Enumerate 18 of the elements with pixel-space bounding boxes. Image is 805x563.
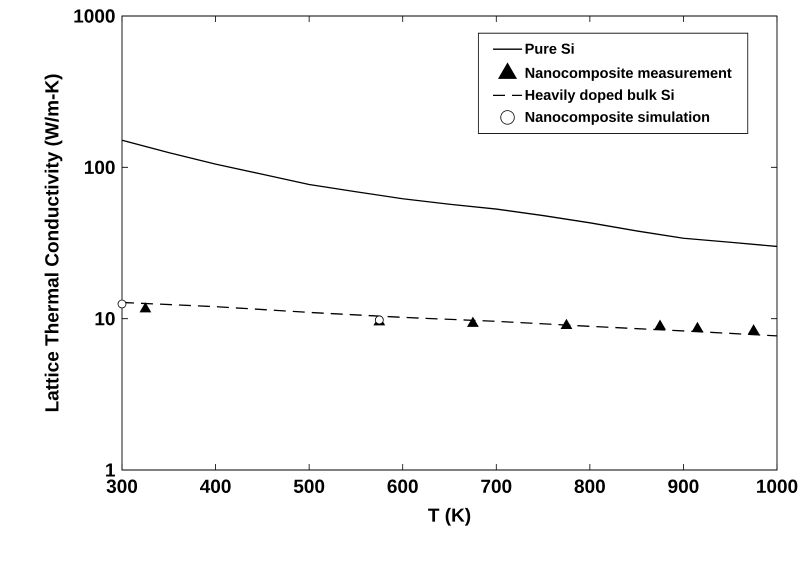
y-tick-label: 10 (96, 312, 115, 326)
legend-label: Pure Si (526, 43, 574, 54)
legend-label: Nanocomposite measurement (526, 67, 732, 81)
x-tick-label: 500 (294, 480, 324, 493)
x-axis-title: T (K) (428, 508, 470, 526)
y-tick-label: 100 (84, 160, 115, 174)
y-tick-label: 1000 (74, 9, 115, 23)
x-tick-label: 1000 (757, 480, 798, 493)
x-tick-label: 900 (668, 480, 698, 493)
x-tick-label: 800 (574, 480, 605, 493)
x-tick-label: 700 (481, 480, 512, 493)
x-tick-label: 600 (388, 480, 418, 493)
y-tick-label: 1 (106, 463, 115, 477)
x-tick-label: 300 (106, 480, 138, 494)
y-axis-title: Lattice Thermal Conductivity (W/m-K) (44, 74, 62, 412)
x-tick-label: 400 (200, 480, 231, 493)
legend-label: Nanocomposite simulation (526, 111, 710, 125)
legend-label: Heavily doped bulk Si (526, 89, 674, 103)
